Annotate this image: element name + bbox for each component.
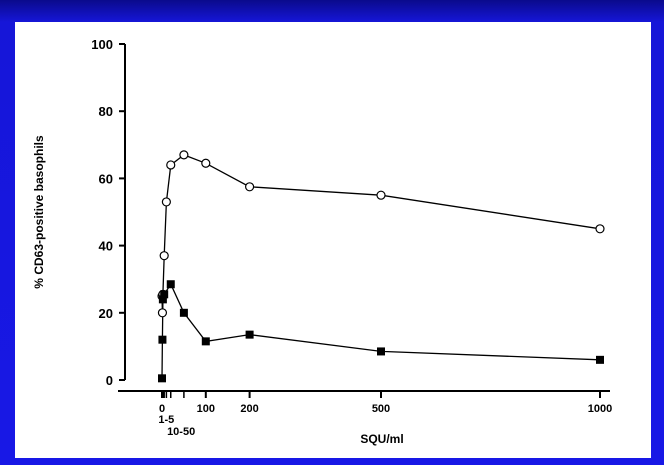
y-tick-label: 20 bbox=[99, 306, 113, 321]
data-point-square bbox=[201, 337, 210, 346]
data-point-square bbox=[158, 374, 166, 383]
x-tick-label: 200 bbox=[240, 403, 258, 415]
x-tick-label: 100 bbox=[197, 403, 215, 415]
data-point-circle bbox=[179, 150, 189, 160]
data-point-square bbox=[377, 347, 385, 356]
y-tick-label: 80 bbox=[99, 104, 113, 119]
chart: 0 20 40 60 80 100 0 100 200 500 1000 1-510-50 % CD… bbox=[32, 37, 612, 446]
axes bbox=[118, 44, 610, 392]
x-tick-label: 500 bbox=[372, 403, 390, 415]
data-point-square bbox=[160, 290, 169, 299]
y-tick-label: 60 bbox=[99, 171, 113, 186]
x-tick-sub-label: 1-5 bbox=[158, 414, 174, 426]
data-point-square bbox=[158, 335, 167, 344]
x-tick-label: 1000 bbox=[588, 403, 612, 415]
data-point-circle bbox=[376, 190, 386, 200]
chart-panel: 0 20 40 60 80 100 0 100 200 500 1000 1-5 10-50 % CD… bbox=[15, 22, 651, 458]
data-point-square bbox=[179, 308, 188, 317]
y-tick-label: 100 bbox=[91, 37, 113, 52]
data-point-square bbox=[166, 280, 175, 289]
data-point-circle bbox=[595, 224, 605, 234]
data-point-square bbox=[158, 295, 167, 304]
data-point-circle bbox=[157, 308, 168, 318]
series-lines bbox=[161, 154, 601, 379]
data-point-circle bbox=[161, 197, 171, 207]
series-markers bbox=[157, 150, 605, 383]
data-point-square bbox=[245, 330, 254, 339]
x-tick-sub-label: 10-50 bbox=[167, 426, 195, 438]
data-point-circle bbox=[166, 160, 176, 170]
y-tick-label: 0 bbox=[106, 373, 113, 388]
series-line-0 bbox=[161, 154, 601, 313]
y-ticks: 0 20 40 60 80 100 bbox=[91, 37, 125, 388]
x-axis-title: SQU/ml bbox=[360, 432, 403, 446]
x-tick-label: 0 bbox=[159, 403, 165, 415]
y-tick-label: 40 bbox=[99, 239, 113, 254]
x-ticks: 0 100 200 500 1000 1-510-50 bbox=[158, 391, 612, 438]
y-axis-title: % CD63-positive basophils bbox=[32, 135, 46, 289]
data-point-square bbox=[596, 355, 604, 364]
data-point-circle bbox=[201, 158, 211, 168]
series-line-1 bbox=[161, 282, 601, 379]
data-point-circle bbox=[245, 182, 255, 192]
data-point-circle bbox=[159, 251, 169, 261]
